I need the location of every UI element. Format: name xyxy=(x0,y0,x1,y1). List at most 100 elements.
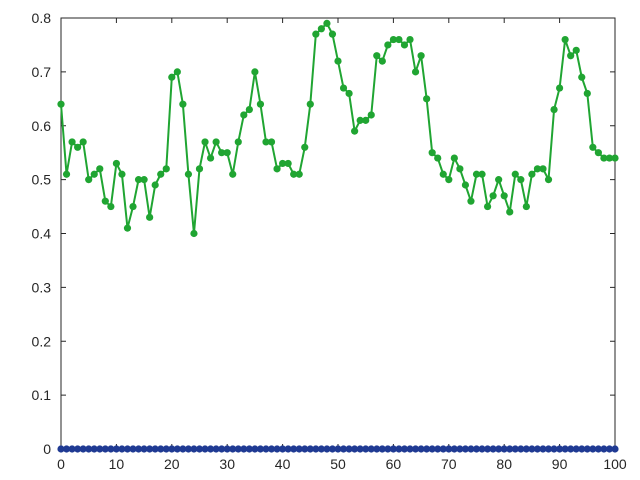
data-point xyxy=(245,105,253,114)
data-point xyxy=(339,84,348,92)
x-tick-label: 50 xyxy=(330,456,346,472)
data-point xyxy=(572,46,580,54)
data-point xyxy=(201,445,209,453)
data-point xyxy=(456,445,464,453)
data-point xyxy=(600,154,608,162)
data-point xyxy=(583,445,591,453)
data-point xyxy=(68,445,76,453)
data-point xyxy=(605,445,614,453)
data-point xyxy=(251,68,259,76)
data-point xyxy=(162,445,170,453)
data-point xyxy=(112,445,120,453)
data-point xyxy=(561,35,569,44)
data-point xyxy=(57,445,65,453)
data-point xyxy=(173,445,181,453)
series-0 xyxy=(57,19,619,238)
y-tick-label: 0.2 xyxy=(32,333,52,349)
data-point xyxy=(351,127,359,135)
data-point xyxy=(279,159,287,168)
data-point xyxy=(328,30,337,38)
data-point xyxy=(411,445,420,453)
data-point xyxy=(107,202,115,211)
x-tick-label: 0 xyxy=(57,456,65,472)
data-point xyxy=(234,138,242,146)
data-point xyxy=(334,57,342,65)
plot-axes: 0 10 20 30 40 50 60 70 80 90 100 0 0.1 0.2 0.3 0.4 0.5 0.… xyxy=(32,10,627,472)
data-point xyxy=(395,445,403,453)
data-point xyxy=(328,445,337,453)
data-point xyxy=(284,159,292,168)
data-point xyxy=(301,143,309,151)
data-point xyxy=(567,52,575,60)
x-tick-label: 30 xyxy=(219,456,235,472)
data-point xyxy=(500,192,508,200)
data-point xyxy=(201,138,209,146)
x-tick-label: 60 xyxy=(386,456,402,472)
data-point xyxy=(306,445,314,453)
data-point xyxy=(334,445,342,453)
data-point xyxy=(68,138,76,146)
data-point xyxy=(500,445,508,453)
data-point xyxy=(179,445,187,453)
x-tick-label: 80 xyxy=(496,456,512,472)
data-point xyxy=(62,170,71,178)
data-point xyxy=(323,445,331,453)
data-point xyxy=(179,100,187,108)
data-point xyxy=(556,84,564,92)
x-tick-label: 10 xyxy=(109,456,125,472)
data-point xyxy=(345,89,353,98)
data-point xyxy=(79,138,87,146)
data-point xyxy=(146,213,154,221)
data-point xyxy=(306,100,314,108)
data-point xyxy=(384,41,392,49)
x-tick-label: 70 xyxy=(441,456,457,472)
data-point xyxy=(251,445,259,453)
data-point xyxy=(483,445,492,453)
data-point xyxy=(312,445,320,453)
data-point xyxy=(184,445,193,453)
data-point xyxy=(556,445,564,453)
data-point xyxy=(428,445,436,453)
data-point xyxy=(461,445,470,453)
data-point xyxy=(367,445,375,453)
data-point xyxy=(312,30,320,38)
data-point xyxy=(517,445,525,453)
data-point xyxy=(528,170,536,178)
data-point xyxy=(456,165,464,173)
data-point xyxy=(57,100,65,108)
data-point xyxy=(406,445,414,453)
data-point xyxy=(489,445,497,453)
data-point xyxy=(129,202,137,211)
data-point xyxy=(434,154,442,162)
data-point xyxy=(118,170,126,178)
data-point xyxy=(561,445,569,453)
data-point xyxy=(96,445,104,453)
data-point xyxy=(206,445,215,453)
y-tick-label: 0.5 xyxy=(32,172,52,188)
data-point xyxy=(400,41,409,49)
data-point xyxy=(317,25,325,33)
data-point xyxy=(123,224,132,232)
data-point xyxy=(356,116,364,124)
data-point xyxy=(373,445,381,453)
series-line xyxy=(60,22,615,235)
data-point xyxy=(123,445,132,453)
data-point xyxy=(162,165,170,173)
data-point xyxy=(467,445,475,453)
data-point xyxy=(290,170,298,178)
data-point xyxy=(273,445,281,453)
data-point xyxy=(90,170,98,178)
data-point xyxy=(472,445,481,453)
data-point xyxy=(267,138,276,146)
data-point xyxy=(495,176,503,184)
data-point xyxy=(118,445,126,453)
data-point xyxy=(323,19,331,27)
data-point xyxy=(578,445,586,453)
data-point xyxy=(478,445,486,453)
data-point xyxy=(539,165,547,173)
data-point xyxy=(245,445,253,453)
data-point xyxy=(79,445,87,453)
data-point xyxy=(472,170,481,178)
data-point xyxy=(533,165,542,173)
